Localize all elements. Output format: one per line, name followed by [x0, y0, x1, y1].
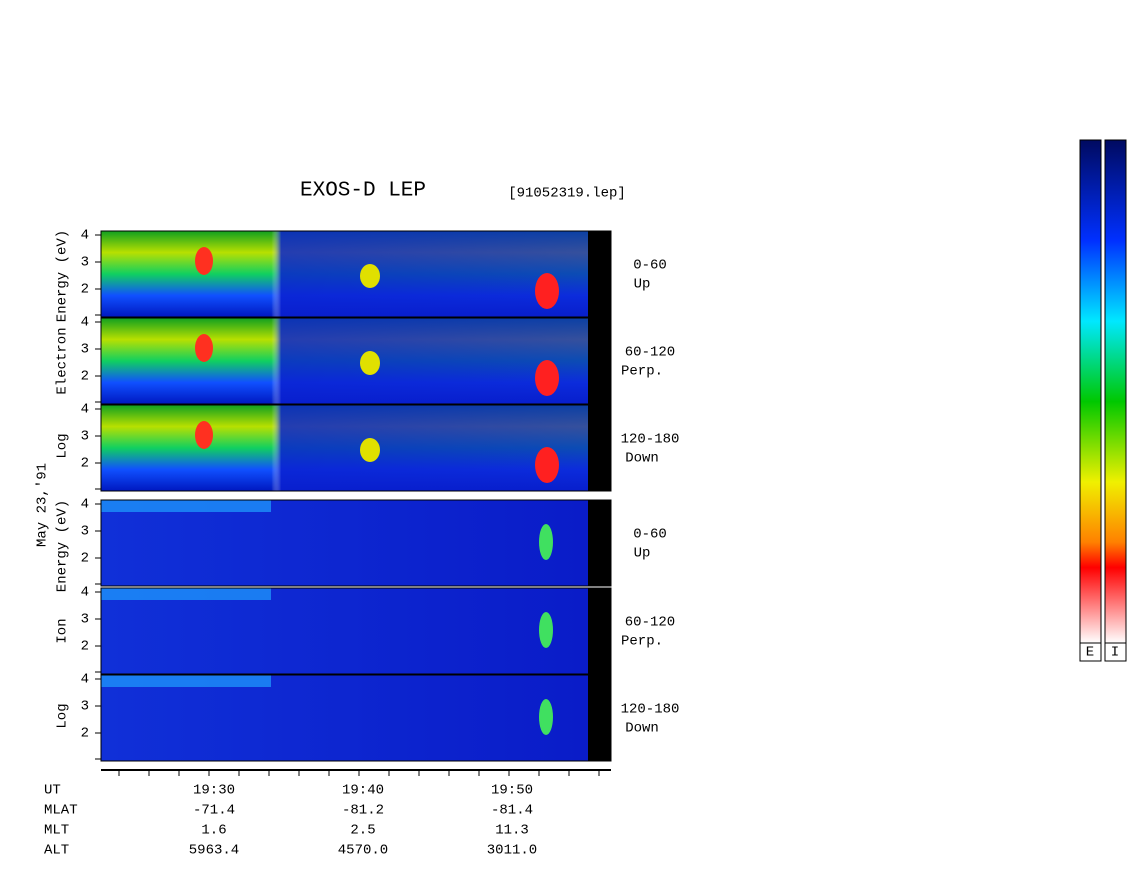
y-axis-label: Ion — [55, 618, 71, 643]
spectrogram-shade — [101, 231, 588, 317]
y-tick-label: 2 — [81, 551, 89, 567]
spectrogram-feature — [360, 351, 380, 375]
colorbar-label: I — [1111, 645, 1119, 661]
y-tick-label: 2 — [81, 369, 89, 385]
y-tick-label: 2 — [81, 639, 89, 655]
colorbar-label-box — [1104, 642, 1127, 662]
y-tick-label: 3 — [81, 699, 89, 715]
y-tick-label: 4 — [81, 315, 89, 331]
panel-range: 60-120 — [625, 345, 675, 361]
colorbar — [1104, 139, 1127, 644]
footer-value: 3011.0 — [487, 843, 537, 859]
panel-frame — [100, 230, 612, 318]
y-tick-label: 2 — [81, 456, 89, 472]
panel-range: 0-60 — [633, 258, 667, 274]
spectrogram-feature — [360, 438, 380, 462]
footer-value: 19:50 — [491, 783, 533, 799]
no-data — [588, 318, 611, 404]
footer-value: -81.4 — [491, 803, 533, 819]
date: May 23,'91 — [35, 463, 51, 547]
footer-value: -71.4 — [193, 803, 235, 819]
spectrogram — [101, 588, 588, 674]
footer-value: 19:40 — [342, 783, 384, 799]
y-axis-label: Energy (eV) — [55, 500, 71, 592]
panel-range: 0-60 — [633, 527, 667, 543]
spectrogram-feature — [195, 247, 213, 275]
y-tick-label: 3 — [81, 342, 89, 358]
y-axis-label: Log — [55, 703, 71, 728]
y-tick-label: 4 — [81, 402, 89, 418]
footer-value: 4570.0 — [338, 843, 388, 859]
file-name: [91052319.lep] — [508, 186, 626, 202]
spectrogram-band — [101, 675, 271, 687]
footer-label: MLT — [44, 823, 69, 839]
panel-direction: Up — [634, 546, 651, 562]
spectrogram-feature — [539, 699, 553, 735]
footer-value: 1.6 — [201, 823, 226, 839]
panel-range: 120-180 — [621, 432, 680, 448]
panel-frame — [100, 499, 612, 587]
panel-frame — [100, 317, 612, 405]
no-data — [588, 588, 611, 674]
y-tick-label: 4 — [81, 672, 89, 688]
panel-direction: Perp. — [621, 634, 663, 650]
y-tick-label: 4 — [81, 497, 89, 513]
spectrogram-feature — [539, 524, 553, 560]
y-tick-label: 2 — [81, 282, 89, 298]
panel-direction: Down — [625, 721, 659, 737]
no-data — [588, 405, 611, 491]
spectrogram-feature — [195, 334, 213, 362]
y-tick-label: 4 — [81, 585, 89, 601]
y-tick-label: 4 — [81, 228, 89, 244]
footer-value: 19:30 — [193, 783, 235, 799]
panel-direction: Down — [625, 451, 659, 467]
y-tick-label: 2 — [81, 726, 89, 742]
panel-direction: Up — [634, 277, 651, 293]
spectrogram-band — [101, 588, 271, 600]
colorbar-label: E — [1086, 645, 1094, 661]
title: EXOS-D LEP — [300, 180, 426, 203]
footer-label: UT — [44, 783, 61, 799]
panel-range: 120-180 — [621, 702, 680, 718]
y-axis-label: Energy (eV) — [55, 230, 71, 322]
no-data — [588, 231, 611, 317]
y-tick-label: 3 — [81, 612, 89, 628]
panel-frame — [100, 674, 612, 762]
spectrogram-shade — [101, 318, 588, 404]
spectrogram-feature — [539, 612, 553, 648]
colorbar — [1079, 139, 1102, 644]
spectrogram-feature — [360, 264, 380, 288]
footer-value: -81.2 — [342, 803, 384, 819]
panel-direction: Perp. — [621, 364, 663, 380]
spectrogram-band — [101, 500, 271, 512]
footer-value: 2.5 — [350, 823, 375, 839]
footer-value: 5963.4 — [189, 843, 239, 859]
footer-label: MLAT — [44, 803, 78, 819]
y-tick-label: 3 — [81, 524, 89, 540]
footer-label: ALT — [44, 843, 69, 859]
spectrogram-feature — [535, 273, 559, 309]
spectrogram-feature — [195, 421, 213, 449]
panel-frame — [100, 587, 612, 675]
panel-frame — [100, 404, 612, 492]
panel-range: 60-120 — [625, 615, 675, 631]
spectrogram-feature — [535, 447, 559, 483]
y-axis-label: Electron — [55, 327, 71, 394]
spectrogram — [101, 500, 588, 586]
spectrogram-shade — [101, 405, 588, 491]
y-tick-label: 3 — [81, 255, 89, 271]
footer-value: 11.3 — [495, 823, 529, 839]
spectrogram-feature — [535, 360, 559, 396]
y-tick-label: 3 — [81, 429, 89, 445]
y-axis-label: Log — [55, 433, 71, 458]
no-data — [588, 500, 611, 586]
colorbar-label-box — [1079, 642, 1102, 662]
no-data — [588, 675, 611, 761]
spectrogram — [101, 675, 588, 761]
